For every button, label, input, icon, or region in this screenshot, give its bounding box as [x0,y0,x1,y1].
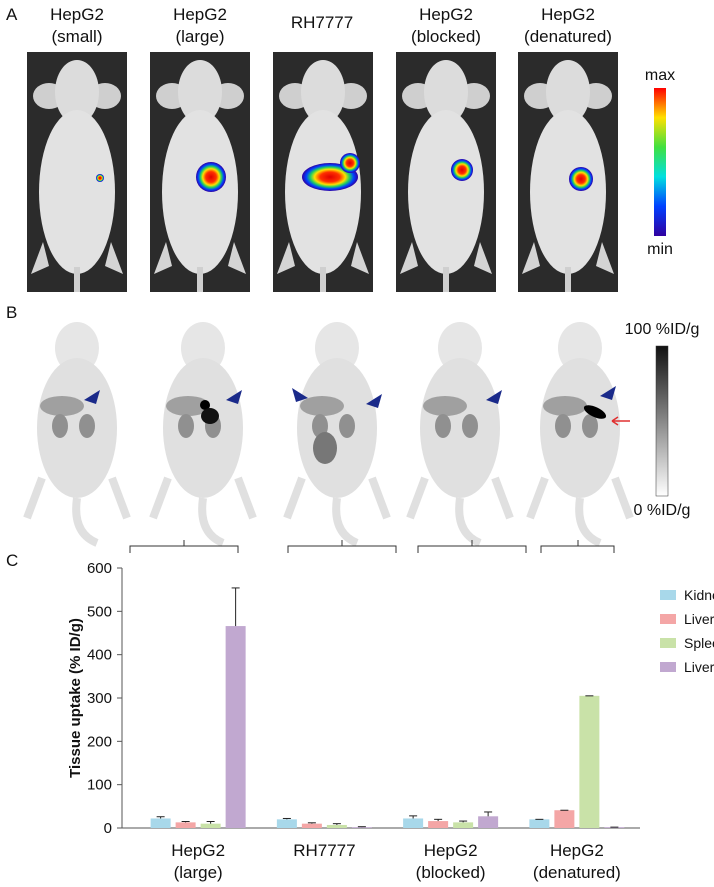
image-label: HepG2 [419,5,473,24]
legend-label: Spleen [684,635,714,651]
error-bar [307,822,316,824]
error-bar [459,820,468,823]
error-bar [282,817,291,820]
legend-swatch [660,614,676,624]
signal [340,153,360,173]
error-bar [181,821,190,823]
image-label: (denatured) [524,27,612,46]
colorbar-label: 100 %ID/g [625,321,700,338]
signal [569,167,593,191]
signal [196,162,226,192]
y-tick-label: 0 [104,820,112,837]
panel-b: 100 %ID/g 0 %ID/g [27,321,699,553]
bar [554,810,575,828]
image-label: RH7777 [291,13,353,32]
image-label: (blocked) [411,27,481,46]
panel-a: max min [27,52,675,292]
image-label: HepG2 [50,5,104,24]
legend-swatch [660,662,676,672]
y-tick-label: 500 [87,603,112,620]
bar [301,823,322,828]
bar [225,626,246,828]
panel-letter: A [6,5,18,24]
error-bar [231,587,240,627]
x-tick-label: HepG2 [171,841,225,860]
colorbar-label: 0 %ID/g [634,502,691,519]
error-bar [332,823,341,825]
bar [403,818,424,828]
error-bar [434,818,443,822]
error-bar [484,811,493,817]
colorbar-label: max [645,67,675,84]
bar [150,818,171,828]
panel-letter: B [6,303,17,322]
y-tick-label: 300 [87,690,112,707]
bar [453,822,474,828]
panel-letter: C [6,551,18,570]
bar [579,695,600,828]
error-bar [206,821,215,824]
image-label: (small) [52,27,103,46]
signal [451,159,473,181]
x-tick-label: HepG2 [550,841,604,860]
bar [276,819,297,828]
colorbar [654,88,666,236]
bar-chart: Tissue uptake (% ID/g) 0 100 200 300 400 500 6… [67,560,714,882]
y-tick-label: 200 [87,733,112,750]
error-bar [156,816,165,819]
legend-label: Kidney [684,587,714,603]
legend-swatch [660,590,676,600]
bar [529,819,550,828]
bar [200,823,221,828]
error-bar [409,815,418,819]
bar [428,821,449,828]
bar [351,827,372,828]
y-axis-label: Tissue uptake (% ID/g) [67,618,84,778]
y-tick-label: 400 [87,647,112,664]
bar [175,822,196,828]
y-tick-label: 600 [87,560,112,577]
image-label: HepG2 [173,5,227,24]
image-label: HepG2 [541,5,595,24]
legend-label: Liver [684,611,714,627]
x-tick-label: (denatured) [533,863,621,882]
x-tick-label: (blocked) [416,863,486,882]
colorbar-label: min [647,241,673,258]
x-tick-label: HepG2 [424,841,478,860]
legend-swatch [660,638,676,648]
bar [326,824,347,828]
image-label: (large) [175,27,224,46]
bar [478,816,499,828]
colorbar [655,345,669,497]
x-tick-label: RH7777 [293,841,355,860]
signal [96,174,104,182]
y-tick-label: 100 [87,777,112,794]
x-tick-label: (large) [174,863,223,882]
legend-label: Liver tumor [684,659,714,675]
